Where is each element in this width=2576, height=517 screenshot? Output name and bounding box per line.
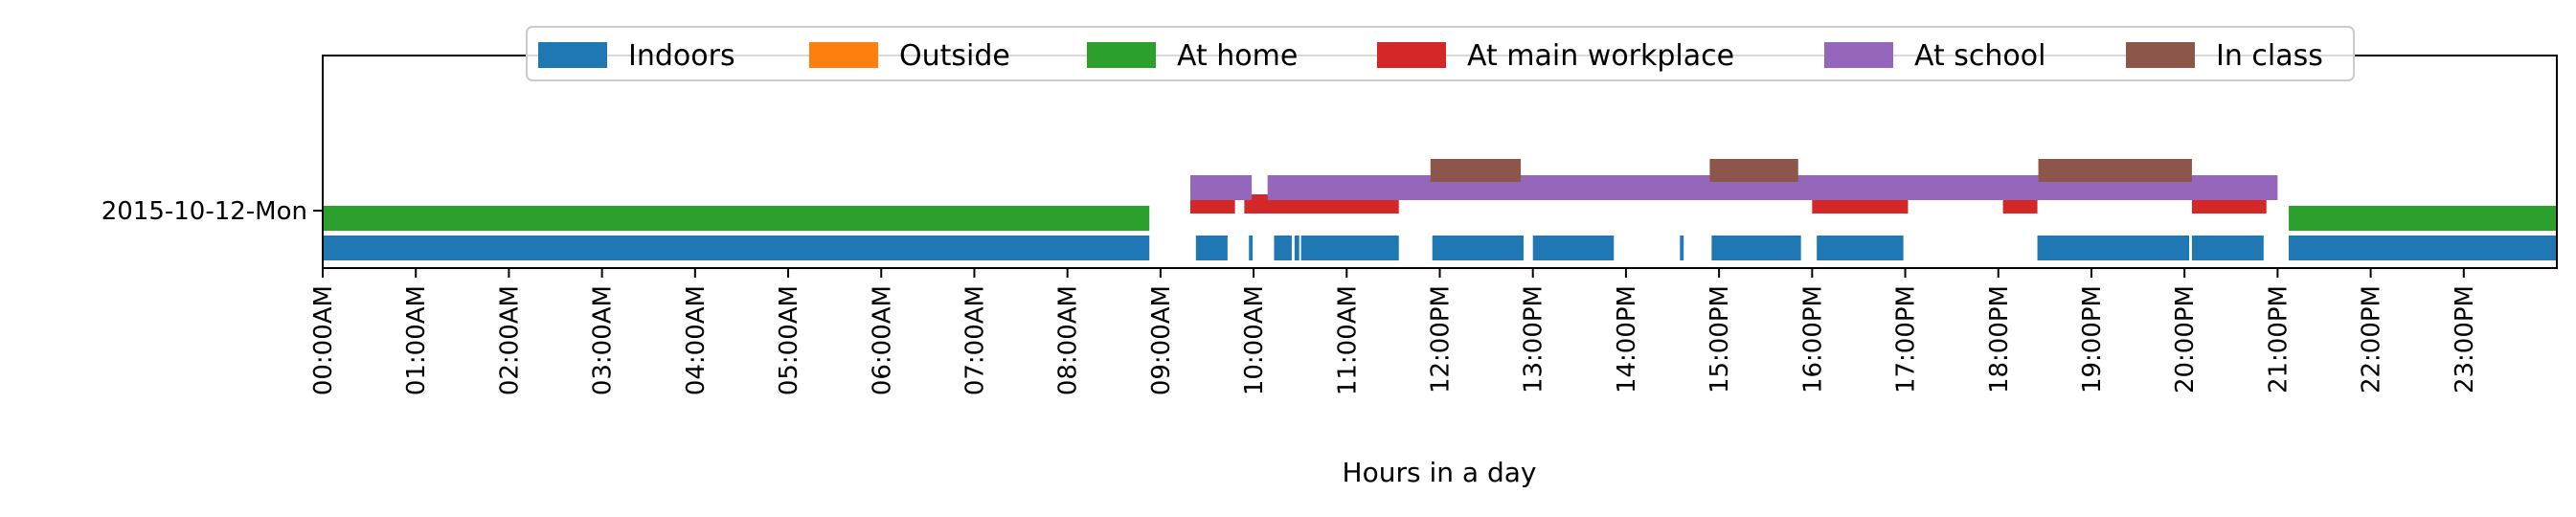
x-tick-label: 05:00AM [775,285,803,395]
x-tick-label: 01:00AM [402,285,431,395]
x-tick-label: 16:00PM [1798,285,1827,393]
x-tick-label: 08:00AM [1054,285,1083,395]
x-tick-label: 11:00AM [1333,285,1362,395]
outside-legend-label: Outside [899,39,1010,73]
indoors-bar [1249,236,1254,260]
y-axis: 2015-10-12-Mon [102,197,323,226]
x-tick-label: 04:00AM [682,285,711,395]
x-axis-title: Hours in a day [1343,457,1537,488]
indoors-bar [323,236,1150,260]
at-school-legend-swatch [1824,42,1893,68]
at-main-workplace-legend-swatch [1377,42,1446,68]
indoors-bar [1274,236,1292,260]
outside-legend-swatch [809,42,878,68]
indoors-bar [1532,236,1615,260]
x-tick-label: 22:00PM [2358,285,2386,393]
x-tick-label: 13:00PM [1520,285,1548,393]
x-tick-label: 07:00AM [960,285,989,395]
x-tick-label: 02:00AM [495,285,524,395]
x-tick-label: 14:00PM [1613,285,1641,393]
x-tick-label: 18:00PM [1985,285,2014,393]
indoors-bar [2191,236,2264,260]
x-tick-label: 03:00AM [589,285,618,395]
x-tick-label: 23:00PM [2451,285,2479,393]
x-tick-label: 00:00AM [309,285,338,395]
at-school-bar [1189,175,1253,200]
in-class-bar [1709,159,1798,182]
x-tick-label: 15:00PM [1706,285,1734,393]
at-home-bar [2289,206,2557,231]
x-tick-label: 20:00PM [2171,285,2200,393]
x-axis: 00:00AM 01:00AM 02:00AM 03:00AM 04:00AM 05:00… [309,268,2479,395]
at-home-legend-label: At home [1177,39,1298,73]
indoors-bar [1294,236,1299,260]
at-home-legend-swatch [1087,42,1156,68]
indoors-bar [2037,236,2190,260]
indoors-bar [1195,236,1228,260]
indoors-bar [1711,236,1801,260]
indoors-bar [1300,236,1399,260]
x-tick-label: 10:00AM [1240,285,1269,395]
at-main-workplace-legend-label: At main workplace [1467,39,1734,73]
x-tick-label: 12:00PM [1427,285,1456,393]
x-tick-label: 09:00AM [1147,285,1176,395]
in-class-legend-swatch [2126,42,2195,68]
indoors-bar [2289,236,2557,260]
in-class-bar [2038,159,2192,182]
indoors-bar [1680,236,1684,260]
x-tick-label: 21:00PM [2264,285,2293,393]
legend: Indoors Outside At home At main workplace At… [526,26,2355,81]
y-tick-label: 2015-10-12-Mon [102,197,307,226]
at-school-legend-label: At school [1914,39,2045,73]
at-home-bar [323,206,1150,231]
in-class-legend-label: In class [2216,39,2323,73]
indoors-legend-label: Indoors [628,39,735,73]
indoors-bar [1817,236,1904,260]
indoors-bar [1432,236,1524,260]
interval-bars [323,159,2557,260]
x-tick-label: 19:00PM [2078,285,2107,393]
indoors-legend-swatch [538,42,607,68]
x-tick-label: 17:00PM [1892,285,1921,393]
x-tick-label: 06:00AM [868,285,896,395]
in-class-bar [1430,159,1522,182]
